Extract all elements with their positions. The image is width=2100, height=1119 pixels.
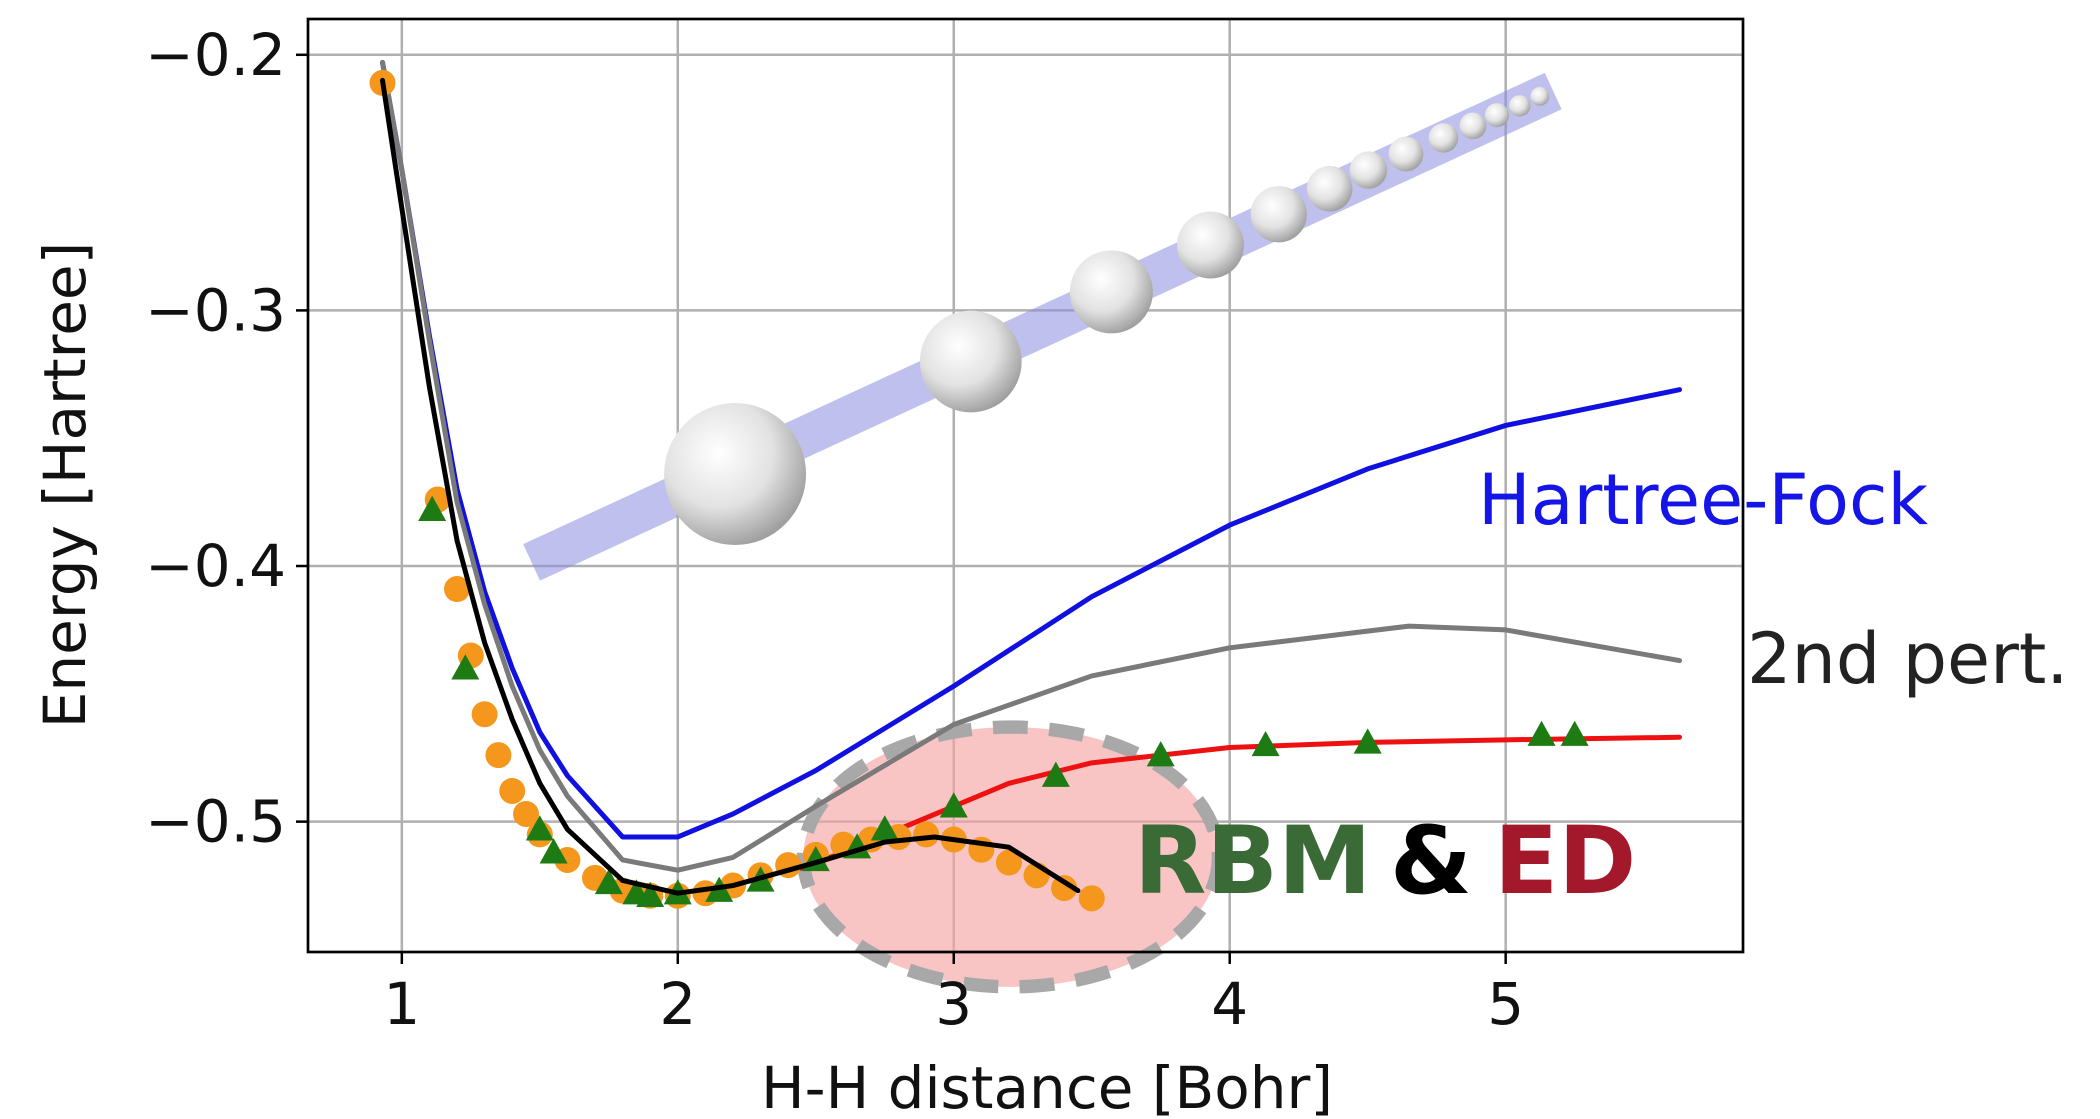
triangle-marker: [594, 868, 623, 895]
triangle-marker: [1527, 720, 1556, 746]
x-axis-label: H-H distance [Bohr]: [761, 1054, 1333, 1119]
triangle-marker: [418, 495, 447, 521]
triangle-marker: [539, 838, 568, 864]
series-line: [380, 59, 1683, 873]
circle-marker: [1078, 885, 1105, 912]
series-line: [380, 77, 1081, 896]
molecule-atoms: [664, 87, 1550, 545]
ampersand-label: &: [1390, 807, 1472, 916]
y-tick-label: −0.5: [145, 788, 286, 856]
circle-marker: [485, 742, 512, 769]
circle-marker: [513, 800, 540, 827]
y-tick-label: −0.4: [145, 532, 286, 600]
x-tick-label: 3: [935, 970, 972, 1038]
circle-marker: [1051, 875, 1078, 902]
x-tick-label: 2: [659, 970, 696, 1038]
rbm-label: RBM: [1134, 807, 1372, 916]
circle-marker: [913, 821, 940, 848]
triangle-marker: [1251, 730, 1280, 757]
y-axis-label: Energy [Hartree]: [31, 242, 99, 728]
y-tick-label: −0.3: [145, 276, 286, 344]
hartree-fock-label: Hartree-Fock: [1478, 459, 1928, 541]
second-pert-label: 2nd pert.: [1747, 618, 2069, 700]
triangle-marker: [939, 792, 968, 818]
triangle-marker: [525, 815, 554, 841]
plot-frame: [306, 17, 1745, 954]
circle-marker: [499, 777, 526, 804]
circle-marker: [471, 701, 498, 728]
x-tick-label: 5: [1487, 970, 1524, 1038]
series-line: [380, 59, 1683, 840]
y-tick-label: −0.2: [145, 21, 286, 89]
circle-marker: [995, 849, 1022, 876]
x-tick-label: 4: [1211, 970, 1248, 1038]
data-layer: [369, 59, 1683, 912]
circle-marker: [444, 576, 471, 603]
triangle-marker: [1146, 741, 1175, 767]
triangle-marker: [1041, 761, 1070, 787]
triangle-marker: [870, 815, 899, 841]
triangle-marker: [636, 881, 665, 907]
ed-label: ED: [1494, 807, 1636, 916]
decoration: [523, 72, 1562, 994]
triangle-marker: [451, 654, 480, 680]
triangle-marker: [1560, 720, 1589, 746]
x-tick-label: 1: [383, 970, 420, 1038]
triangle-marker: [1353, 728, 1382, 754]
